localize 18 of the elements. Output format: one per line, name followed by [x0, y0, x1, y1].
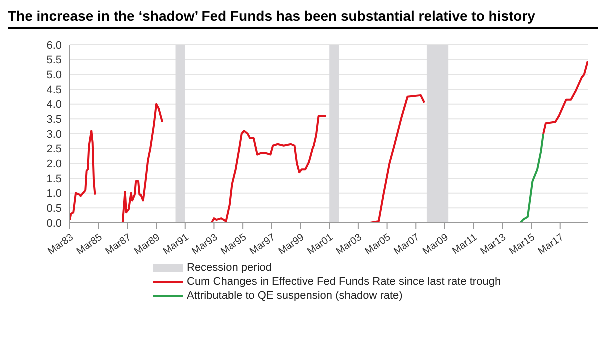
y-tick-label: 2.5 [46, 144, 62, 156]
y-tick-label: 3.0 [46, 128, 62, 141]
y-tick-label: 0.0 [46, 218, 62, 230]
legend-label: Recession period [187, 261, 272, 275]
line-series [520, 133, 545, 223]
chart-title: The increase in the ‘shadow’ Fed Funds has been substantial relative to history [8, 8, 598, 29]
y-tick-label: 3.5 [46, 114, 62, 126]
legend-label: Attributable to QE suspension (shadow rate) [187, 289, 403, 303]
y-tick-label: 2.0 [46, 158, 62, 171]
y-tick-label: 4.5 [46, 84, 62, 96]
y-tick-label: 5.0 [46, 70, 62, 82]
y-tick-label: 1.0 [46, 188, 62, 200]
y-tick-label: 6.0 [46, 40, 62, 52]
y-tick-label: 1.5 [46, 173, 62, 186]
y-tick-label: 0.5 [46, 203, 62, 216]
y-tick-label: 4.0 [46, 99, 62, 112]
y-tick-label: 5.5 [46, 54, 62, 67]
legend-label: Cum Changes in Effective Fed Funds Rate since last rate trough [187, 275, 502, 289]
